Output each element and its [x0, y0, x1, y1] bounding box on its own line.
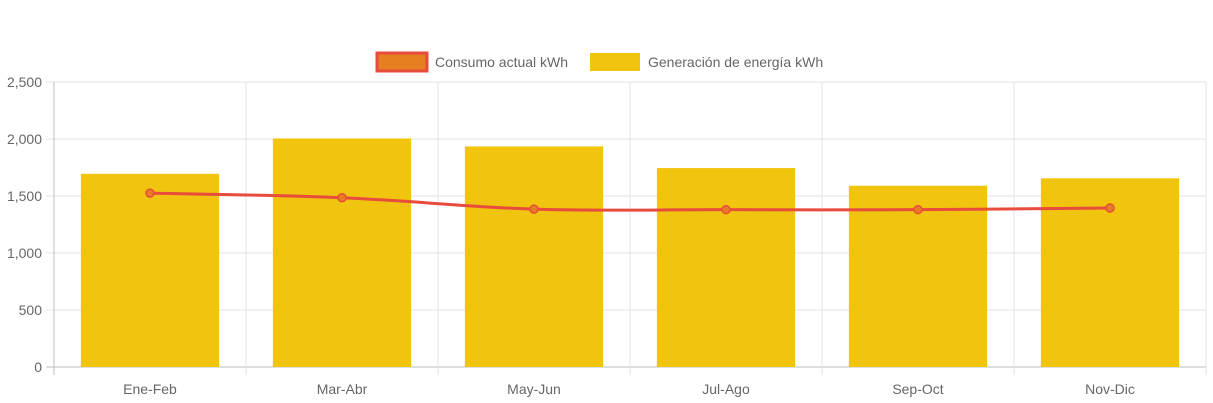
point-consumo[interactable] — [145, 188, 155, 198]
legend-item-consumo[interactable]: Consumo actual kWh — [375, 51, 568, 73]
bar-generacion[interactable] — [656, 168, 796, 367]
x-tick-label: Ene-Feb — [123, 381, 177, 397]
legend-item-generacion[interactable]: Generación de energía kWh — [590, 53, 823, 71]
y-tick-label: 0 — [34, 359, 42, 375]
bar-generacion[interactable] — [848, 185, 988, 367]
point-consumo[interactable] — [721, 204, 731, 215]
y-tick-label: 2,000 — [7, 131, 42, 147]
bar-series — [80, 138, 1180, 367]
y-tick-label: 1,000 — [7, 245, 42, 261]
x-tick-label: May-Jun — [507, 381, 561, 397]
legend-swatch-generacion — [590, 53, 640, 71]
line-series — [145, 188, 1115, 215]
axes: 0 500 1,000 1,500 2,000 2,500 Ene-Feb Mar-Abr Ma… — [7, 74, 1135, 397]
line-consumo — [149, 191, 1111, 212]
x-tick-label: Nov-Dic — [1085, 381, 1135, 397]
legend: Consumo actual kWh Generación de energía… — [375, 51, 823, 73]
bar-generacion[interactable] — [272, 138, 412, 367]
point-consumo[interactable] — [529, 204, 539, 214]
y-tick-label: 2,500 — [7, 74, 42, 90]
x-tick-label: Mar-Abr — [317, 381, 368, 397]
legend-label-generacion: Generación de energía kWh — [648, 54, 823, 70]
gridlines — [46, 81, 1207, 375]
point-consumo[interactable] — [337, 192, 347, 203]
legend-swatch-consumo — [375, 51, 429, 73]
x-tick-label: Jul-Ago — [702, 381, 750, 397]
x-tick-label: Sep-Oct — [892, 381, 943, 397]
bar-generacion[interactable] — [464, 146, 604, 367]
point-consumo[interactable] — [1105, 203, 1115, 213]
legend-label-consumo: Consumo actual kWh — [435, 54, 568, 70]
point-consumo[interactable] — [913, 204, 923, 215]
bar-generacion[interactable] — [80, 173, 220, 367]
y-tick-label: 500 — [19, 302, 43, 318]
y-tick-label: 1,500 — [7, 188, 42, 204]
